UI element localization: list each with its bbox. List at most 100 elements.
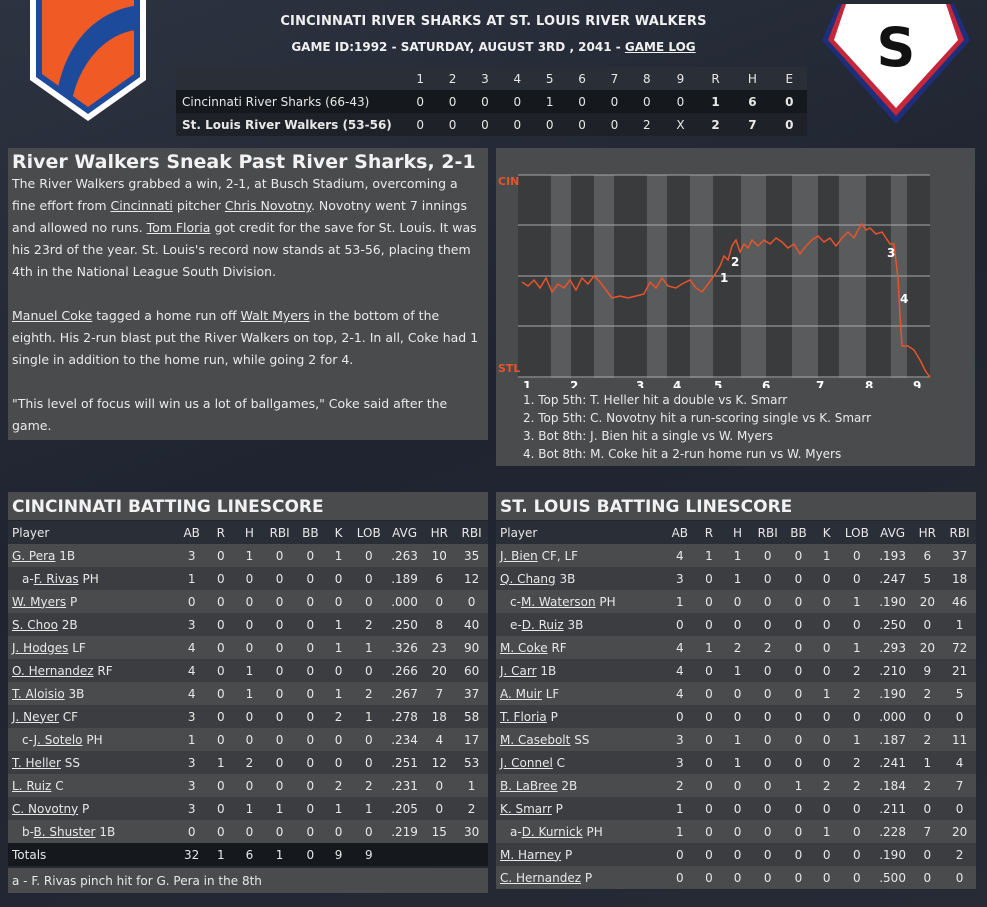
player-position: 1B — [540, 663, 557, 678]
player-name-link[interactable]: B. LaBree — [500, 778, 558, 793]
column-header[interactable]: HR — [911, 521, 944, 544]
stat-cell: 2 — [723, 636, 752, 659]
stat-cell: 0 — [783, 590, 814, 613]
stat-cell: 2 — [839, 659, 874, 682]
inning-score: 0 — [404, 113, 437, 136]
column-header[interactable]: K — [325, 521, 352, 544]
story-paragraph: Manuel Coke tagged a home run off Walt M… — [8, 305, 488, 371]
column-header[interactable]: BB — [783, 521, 814, 544]
stat-cell: 0 — [351, 567, 386, 590]
stat-cell: 0 — [694, 774, 724, 797]
column-header[interactable]: H — [723, 521, 752, 544]
player-name-link[interactable]: M. Casebolt — [500, 732, 571, 747]
player-name-link[interactable]: J. Bien — [500, 548, 538, 563]
column-header[interactable]: Player — [8, 521, 177, 544]
column-header[interactable]: R — [206, 521, 236, 544]
player-name-link[interactable]: J. Sotelo — [33, 732, 83, 747]
player-name-link[interactable]: T. Heller — [12, 755, 61, 770]
player-cell: Q. Chang 3B — [496, 567, 665, 590]
stat-cell: 0 — [206, 682, 236, 705]
player-row: W. Myers P 0 0 0 0 0 0 0.000 0 0 — [8, 590, 488, 613]
stat-cell: 0 — [295, 728, 326, 751]
player-name-link[interactable]: L. Ruiz — [12, 778, 52, 793]
game-story-panel: River Walkers Sneak Past River Sharks, 2… — [8, 148, 488, 440]
player-name-link[interactable]: A. Muir — [500, 686, 542, 701]
stat-cell: 6 — [423, 567, 456, 590]
player-name-link[interactable]: Q. Chang — [500, 571, 556, 586]
player-row: c-M. Waterson PH 1 0 0 0 0 0 1.190 20 46 — [496, 590, 976, 613]
stat-cell: 1 — [664, 820, 695, 843]
inning-score: 0 — [598, 113, 631, 136]
stat-cell: 0 — [263, 567, 296, 590]
stat-cell: 2 — [911, 682, 944, 705]
column-header[interactable]: AB — [176, 521, 207, 544]
player-cell: a-D. Kurnick PH — [496, 820, 665, 843]
column-header[interactable]: LOB — [351, 521, 386, 544]
player-cell: M. Harney P — [496, 843, 665, 866]
player-name-link[interactable]: J. Hodges — [12, 640, 69, 655]
player-name-link[interactable]: C. Novotny — [12, 801, 79, 816]
player-name-link[interactable]: G. Pera — [12, 548, 56, 563]
totals-row: Totals 32 1 6 1 0 9 9 — [8, 843, 488, 866]
column-header[interactable]: HR — [423, 521, 456, 544]
stat-cell: 0 — [694, 705, 724, 728]
column-header[interactable]: H — [235, 521, 264, 544]
linescore-team-name[interactable]: Cincinnati River Sharks (66-43) — [176, 90, 404, 113]
column-header[interactable]: RBI — [455, 521, 488, 544]
column-header[interactable]: K — [813, 521, 840, 544]
column-header[interactable]: AVG — [873, 521, 912, 544]
stat-cell: 1 — [235, 544, 264, 567]
player-name-link[interactable]: K. Smarr — [500, 801, 552, 816]
stat-cell: 1 — [325, 544, 352, 567]
column-header[interactable]: BB — [295, 521, 326, 544]
game-title: CINCINNATI RIVER SHARKS AT ST. LOUIS RIV… — [280, 14, 707, 29]
column-header[interactable]: LOB — [839, 521, 874, 544]
column-header[interactable]: RBI — [943, 521, 976, 544]
game-log-link[interactable]: GAME LOG — [624, 40, 696, 54]
player-name-link[interactable]: T. Aloisio — [12, 686, 65, 701]
player-name-link[interactable]: M. Waterson — [520, 594, 596, 609]
column-header[interactable]: AVG — [385, 521, 424, 544]
column-header[interactable]: RBI — [751, 521, 784, 544]
graph-event-marker: 1 — [720, 271, 728, 285]
player-link[interactable]: Walt Myers — [240, 308, 310, 323]
legend-item: 3. Bot 8th: J. Bien hit a single vs W. M… — [523, 429, 773, 443]
stat-cell: 0 — [783, 613, 814, 636]
player-name-link[interactable]: J. Neyer — [12, 709, 59, 724]
column-header[interactable]: RBI — [263, 521, 296, 544]
legend-item: 1. Top 5th: T. Heller hit a double vs K.… — [523, 393, 788, 407]
stat-cell: 1 — [943, 613, 976, 636]
column-header[interactable]: Player — [496, 521, 665, 544]
player-name-link[interactable]: F. Rivas — [33, 571, 79, 586]
player-name-link[interactable]: T. Floria — [500, 709, 547, 724]
stat-cell: 3 — [176, 774, 207, 797]
player-name-link[interactable]: M. Coke — [500, 640, 548, 655]
player-name-link[interactable]: S. Choo — [12, 617, 58, 632]
player-name-link[interactable]: B. Shuster — [33, 824, 96, 839]
player-name-link[interactable]: O. Hernandez — [12, 663, 94, 678]
player-row: T. Floria P 0 0 0 0 0 0 0.000 0 0 — [496, 705, 976, 728]
stat-cell: 0 — [694, 659, 724, 682]
stat-cell: 2 — [325, 705, 352, 728]
stat-cell: 0 — [423, 797, 456, 820]
player-name-link[interactable]: D. Ruiz — [521, 617, 564, 632]
player-link[interactable]: Tom Floria — [146, 220, 211, 235]
player-link[interactable]: Manuel Coke — [12, 308, 93, 323]
stat-cell: 0 — [206, 820, 236, 843]
stat-cell: 0 — [206, 705, 236, 728]
player-name-link[interactable]: C. Hernandez — [500, 870, 581, 885]
player-link[interactable]: Chris Novotny — [224, 198, 311, 213]
player-name-link[interactable]: J. Connel — [500, 755, 553, 770]
column-header[interactable]: R — [694, 521, 724, 544]
player-name-link[interactable]: J. Carr — [500, 663, 537, 678]
stat-cell: 1 — [813, 820, 840, 843]
team-link[interactable]: Cincinnati — [110, 198, 173, 213]
player-name-link[interactable]: M. Harney — [500, 847, 562, 862]
player-name-link[interactable]: W. Myers — [12, 594, 67, 609]
linescore-header-cell: 2 — [436, 67, 469, 90]
linescore-team-name[interactable]: St. Louis River Walkers (53-56) — [176, 113, 404, 136]
column-header[interactable]: AB — [664, 521, 695, 544]
player-name-link[interactable]: D. Kurnick — [521, 824, 583, 839]
stat-cell: 0 — [839, 843, 874, 866]
player-row: M. Harney P 0 0 0 0 0 0 0.190 0 2 — [496, 843, 976, 866]
